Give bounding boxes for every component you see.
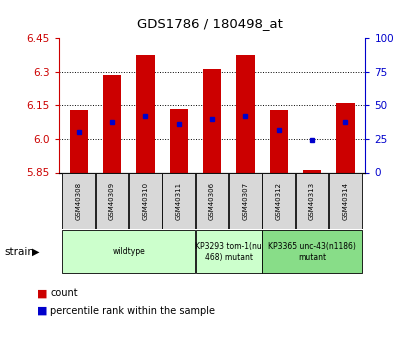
Text: ■: ■ [37, 288, 47, 298]
Text: GSM40307: GSM40307 [242, 182, 248, 220]
Bar [170, 109, 188, 172]
Bar [336, 103, 354, 172]
Text: GSM40308: GSM40308 [76, 182, 82, 220]
Text: count: count [50, 288, 78, 298]
Text: GSM40311: GSM40311 [176, 182, 182, 220]
Bar [196, 173, 228, 229]
Text: GSM40306: GSM40306 [209, 182, 215, 220]
Text: percentile rank within the sample: percentile rank within the sample [50, 306, 215, 315]
Bar [70, 110, 88, 172]
Bar [296, 173, 328, 229]
Text: strain: strain [4, 247, 34, 257]
Bar [203, 69, 221, 172]
Bar [63, 173, 95, 229]
Text: ▶: ▶ [32, 247, 39, 257]
Bar [129, 173, 162, 229]
Bar [103, 75, 121, 172]
Bar [270, 110, 288, 172]
Text: KP3365 unc-43(n1186)
mutant: KP3365 unc-43(n1186) mutant [268, 242, 356, 262]
Bar [63, 230, 195, 273]
Bar [329, 173, 362, 229]
Text: GSM40309: GSM40309 [109, 182, 115, 220]
Text: KP3293 tom-1(nu
468) mutant: KP3293 tom-1(nu 468) mutant [195, 242, 262, 262]
Text: GSM40312: GSM40312 [276, 182, 282, 220]
Text: ■: ■ [37, 306, 47, 315]
Text: GSM40310: GSM40310 [142, 182, 148, 220]
Bar [136, 55, 155, 172]
Bar [236, 55, 255, 172]
Text: GSM40314: GSM40314 [342, 182, 349, 220]
Bar [229, 173, 262, 229]
Text: GDS1786 / 180498_at: GDS1786 / 180498_at [137, 17, 283, 30]
Text: GSM40313: GSM40313 [309, 182, 315, 220]
Bar [262, 230, 362, 273]
Bar [163, 173, 195, 229]
Bar [303, 170, 321, 172]
Bar [96, 173, 129, 229]
Bar [262, 173, 295, 229]
Bar [196, 230, 262, 273]
Text: wildtype: wildtype [113, 247, 145, 256]
